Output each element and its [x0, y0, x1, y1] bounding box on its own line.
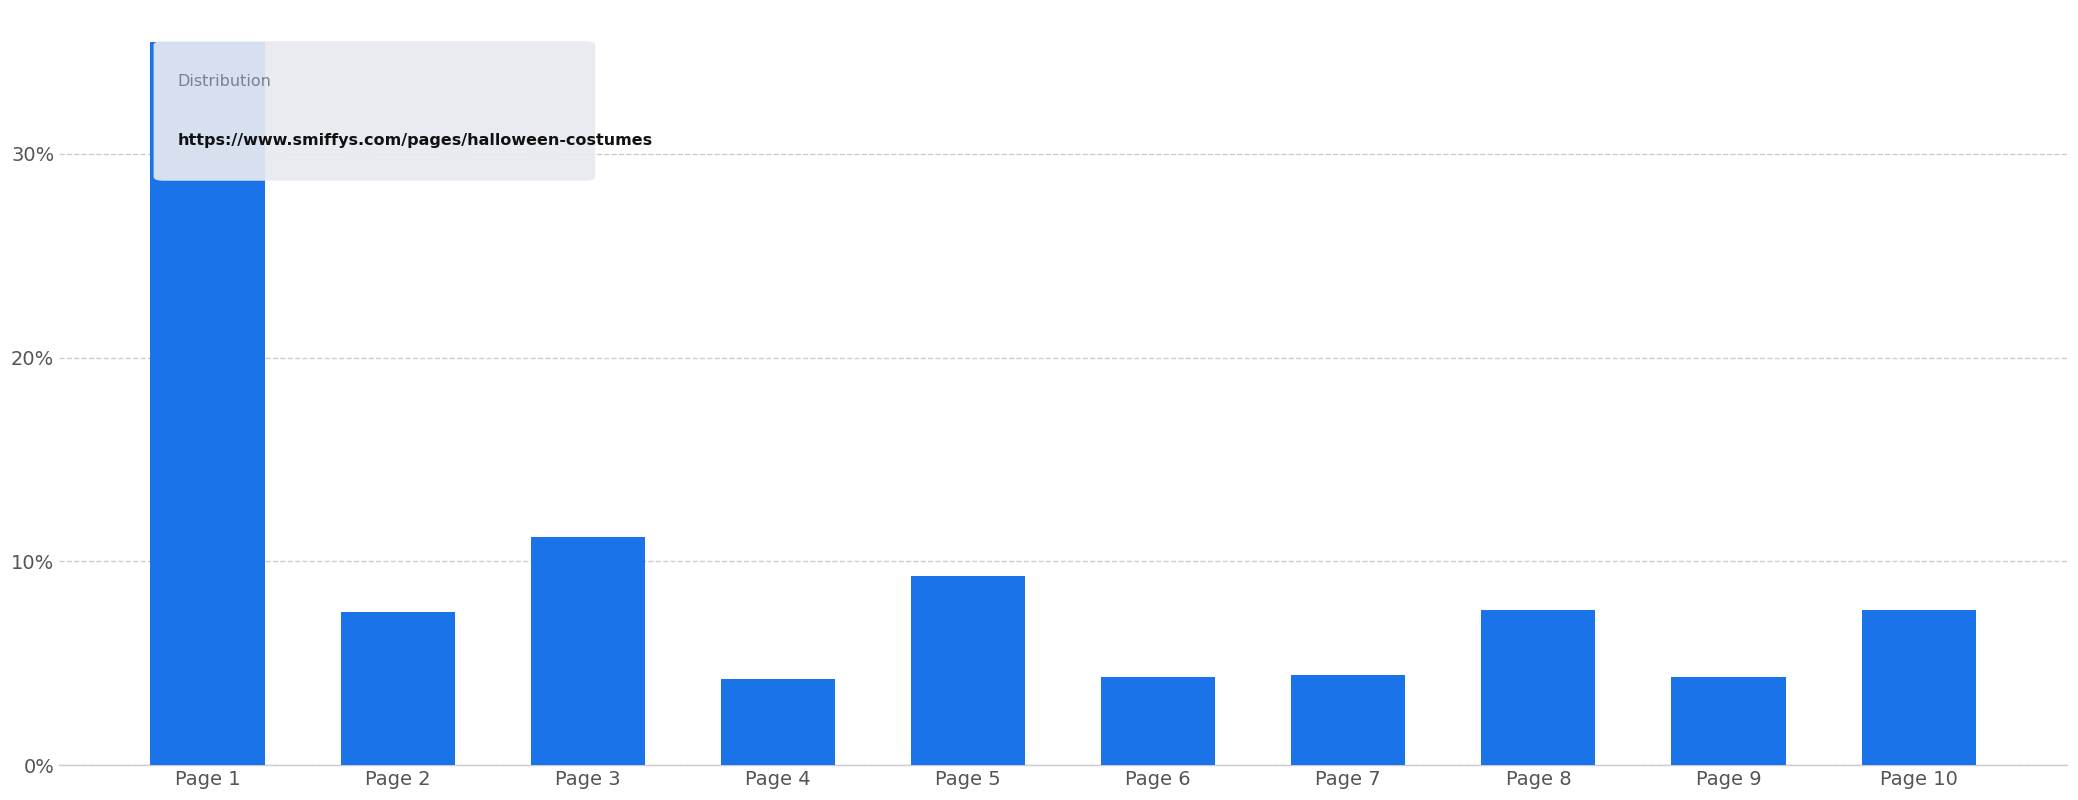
Bar: [1482, 610, 1596, 765]
Bar: [530, 537, 644, 765]
Bar: [721, 679, 835, 765]
Bar: [1290, 675, 1405, 765]
Text: https://www.smiffys.com/pages/halloween-costumes: https://www.smiffys.com/pages/halloween-…: [179, 133, 652, 147]
Bar: [150, 42, 264, 765]
Bar: [910, 575, 1024, 765]
Bar: [1862, 610, 1976, 765]
FancyBboxPatch shape: [154, 42, 594, 181]
Bar: [1101, 678, 1216, 765]
Bar: [1671, 678, 1785, 765]
Bar: [341, 612, 455, 765]
Text: Distribution: Distribution: [179, 74, 272, 90]
